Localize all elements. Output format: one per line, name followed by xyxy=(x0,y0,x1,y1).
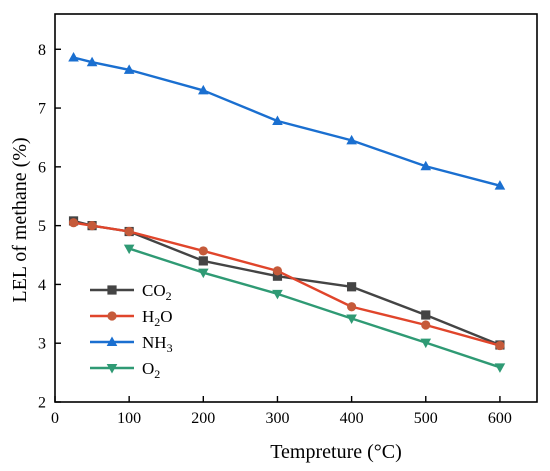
series-nh3 xyxy=(68,52,506,190)
data-point xyxy=(68,218,79,228)
data-point xyxy=(68,52,79,62)
data-point xyxy=(272,289,283,300)
data-point xyxy=(346,314,357,325)
legend-label-subscript: 2 xyxy=(154,315,160,329)
data-point xyxy=(495,340,505,351)
legend-label: H2O xyxy=(142,307,173,329)
data-point xyxy=(421,320,431,330)
data-point xyxy=(198,246,208,256)
data-point xyxy=(347,282,357,292)
data-point xyxy=(198,84,209,95)
y-tick-label: 3 xyxy=(38,336,46,353)
y-tick-label: 5 xyxy=(38,218,46,235)
x-tick-label: 500 xyxy=(414,410,438,427)
series-line xyxy=(73,56,501,187)
legend-label: NH3 xyxy=(142,333,173,355)
data-point xyxy=(420,338,432,349)
y-axis-title: LEL of methane (%) xyxy=(9,137,31,302)
plot-frame xyxy=(54,13,538,403)
data-point xyxy=(123,244,135,255)
x-tick-label: 0 xyxy=(51,410,59,427)
series-h2o xyxy=(68,218,505,351)
data-point xyxy=(494,363,506,373)
legend-item-h2o: H2O xyxy=(90,307,173,329)
legend-marker xyxy=(107,285,117,295)
legend-item-nh3: NH3 xyxy=(90,333,173,355)
data-point xyxy=(123,64,135,74)
series-o2 xyxy=(123,244,506,373)
data-point xyxy=(272,271,283,281)
x-tick-label: 600 xyxy=(488,410,512,427)
legend-marker xyxy=(107,311,117,321)
legend-label-subscript: 2 xyxy=(154,367,160,381)
data-point xyxy=(494,180,506,190)
data-point xyxy=(347,302,357,312)
y-tick-label: 7 xyxy=(38,101,46,118)
data-point xyxy=(198,268,209,279)
x-tick-label: 400 xyxy=(340,410,364,427)
legend-label-main: CO xyxy=(142,281,166,300)
legend-label-main: O xyxy=(142,359,154,378)
data-point xyxy=(87,221,97,231)
y-tick-label: 4 xyxy=(38,277,46,294)
y-tick-label: 2 xyxy=(38,395,46,412)
legend-item-o2: O2 xyxy=(90,359,160,381)
y-tick-label: 6 xyxy=(38,159,46,176)
data-point xyxy=(420,160,432,171)
legend-label: CO2 xyxy=(142,281,172,303)
legend-marker xyxy=(106,336,118,346)
x-tick-label: 100 xyxy=(117,410,141,427)
legend-label-main: NH xyxy=(142,333,167,352)
x-tick-label: 300 xyxy=(265,410,289,427)
data-point xyxy=(124,226,134,237)
x-axis-title: Tempreture (°C) xyxy=(270,441,402,463)
legend-label: O2 xyxy=(142,359,160,381)
legend-label-tail: O xyxy=(160,307,172,326)
legend-label-subscript: 3 xyxy=(167,341,173,355)
data-point xyxy=(198,256,208,266)
series-line xyxy=(128,247,501,369)
data-point xyxy=(272,115,283,125)
data-point xyxy=(346,134,357,145)
x-tick-label: 200 xyxy=(191,410,215,427)
legend-label-subscript: 2 xyxy=(166,289,172,303)
legend-marker xyxy=(106,364,118,374)
series-layer xyxy=(68,52,506,373)
series-line xyxy=(73,221,501,347)
y-tick-label: 8 xyxy=(38,42,46,59)
legend-item-co2: CO2 xyxy=(90,281,172,303)
data-point xyxy=(421,310,431,320)
data-point xyxy=(86,56,98,67)
data-point xyxy=(272,266,283,276)
legend-label-main: H xyxy=(142,307,154,326)
